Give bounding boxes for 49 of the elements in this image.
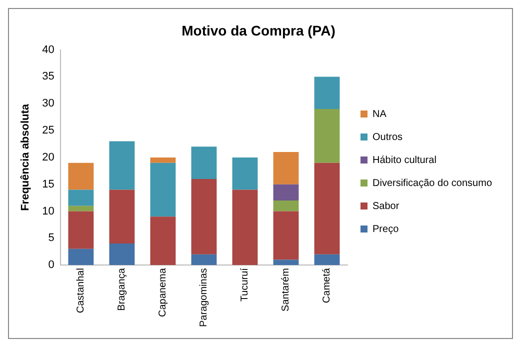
bar: [68, 190, 94, 206]
bar: [191, 178, 217, 254]
bar: [273, 260, 299, 266]
y-tick-label: 10: [42, 205, 54, 218]
bar: [109, 141, 135, 190]
bar: [150, 157, 176, 163]
x-tick-label: Tucuruí: [240, 268, 251, 302]
legend-label: Sabor: [372, 200, 400, 212]
y-tick-label: 35: [42, 70, 54, 83]
legend-label: Outros: [372, 132, 403, 143]
x-tick-label: Castanhal: [76, 268, 87, 314]
y-tick-label: 40: [42, 44, 54, 56]
bar: [68, 248, 94, 266]
legend-label: Preço: [372, 224, 400, 235]
bar: [191, 254, 217, 266]
bar: [273, 200, 299, 212]
y-axis-title: Frequência absoluta: [20, 103, 32, 211]
y-tick-label: 5: [48, 232, 54, 244]
y-tick-label: 25: [42, 124, 54, 137]
x-tick-label: Bragança: [116, 268, 128, 311]
bar: [150, 162, 176, 217]
bar: [273, 152, 299, 184]
bar: [191, 146, 217, 179]
x-tick-label: Paragominas: [198, 268, 210, 327]
y-tick-label: 15: [42, 178, 54, 190]
bar: [68, 206, 94, 212]
bar: [314, 76, 340, 109]
bar: [232, 190, 258, 266]
x-tick-label: Capanema: [158, 268, 169, 317]
bar: [314, 162, 340, 254]
bar: [273, 211, 299, 260]
x-tick-label: Cametá: [322, 268, 333, 304]
chart-title: Motivo da Compra (PA): [182, 22, 336, 38]
legend-label: NA: [372, 108, 387, 120]
y-tick-label: 20: [42, 151, 54, 164]
bar: [68, 211, 94, 249]
bar: [314, 109, 340, 163]
legend-label: Diversificação do consumo: [372, 178, 492, 189]
legend-label: Hábito cultural: [372, 154, 436, 166]
bar: [109, 244, 135, 266]
bar: [150, 216, 176, 266]
bar: [232, 157, 258, 190]
bar: [314, 254, 340, 266]
y-tick-label: 30: [42, 98, 54, 110]
x-tick-label: Santarém: [280, 268, 292, 312]
y-tick-label: 0: [48, 259, 54, 272]
bar: [273, 184, 299, 200]
bar: [109, 190, 135, 244]
bar: [68, 162, 94, 190]
